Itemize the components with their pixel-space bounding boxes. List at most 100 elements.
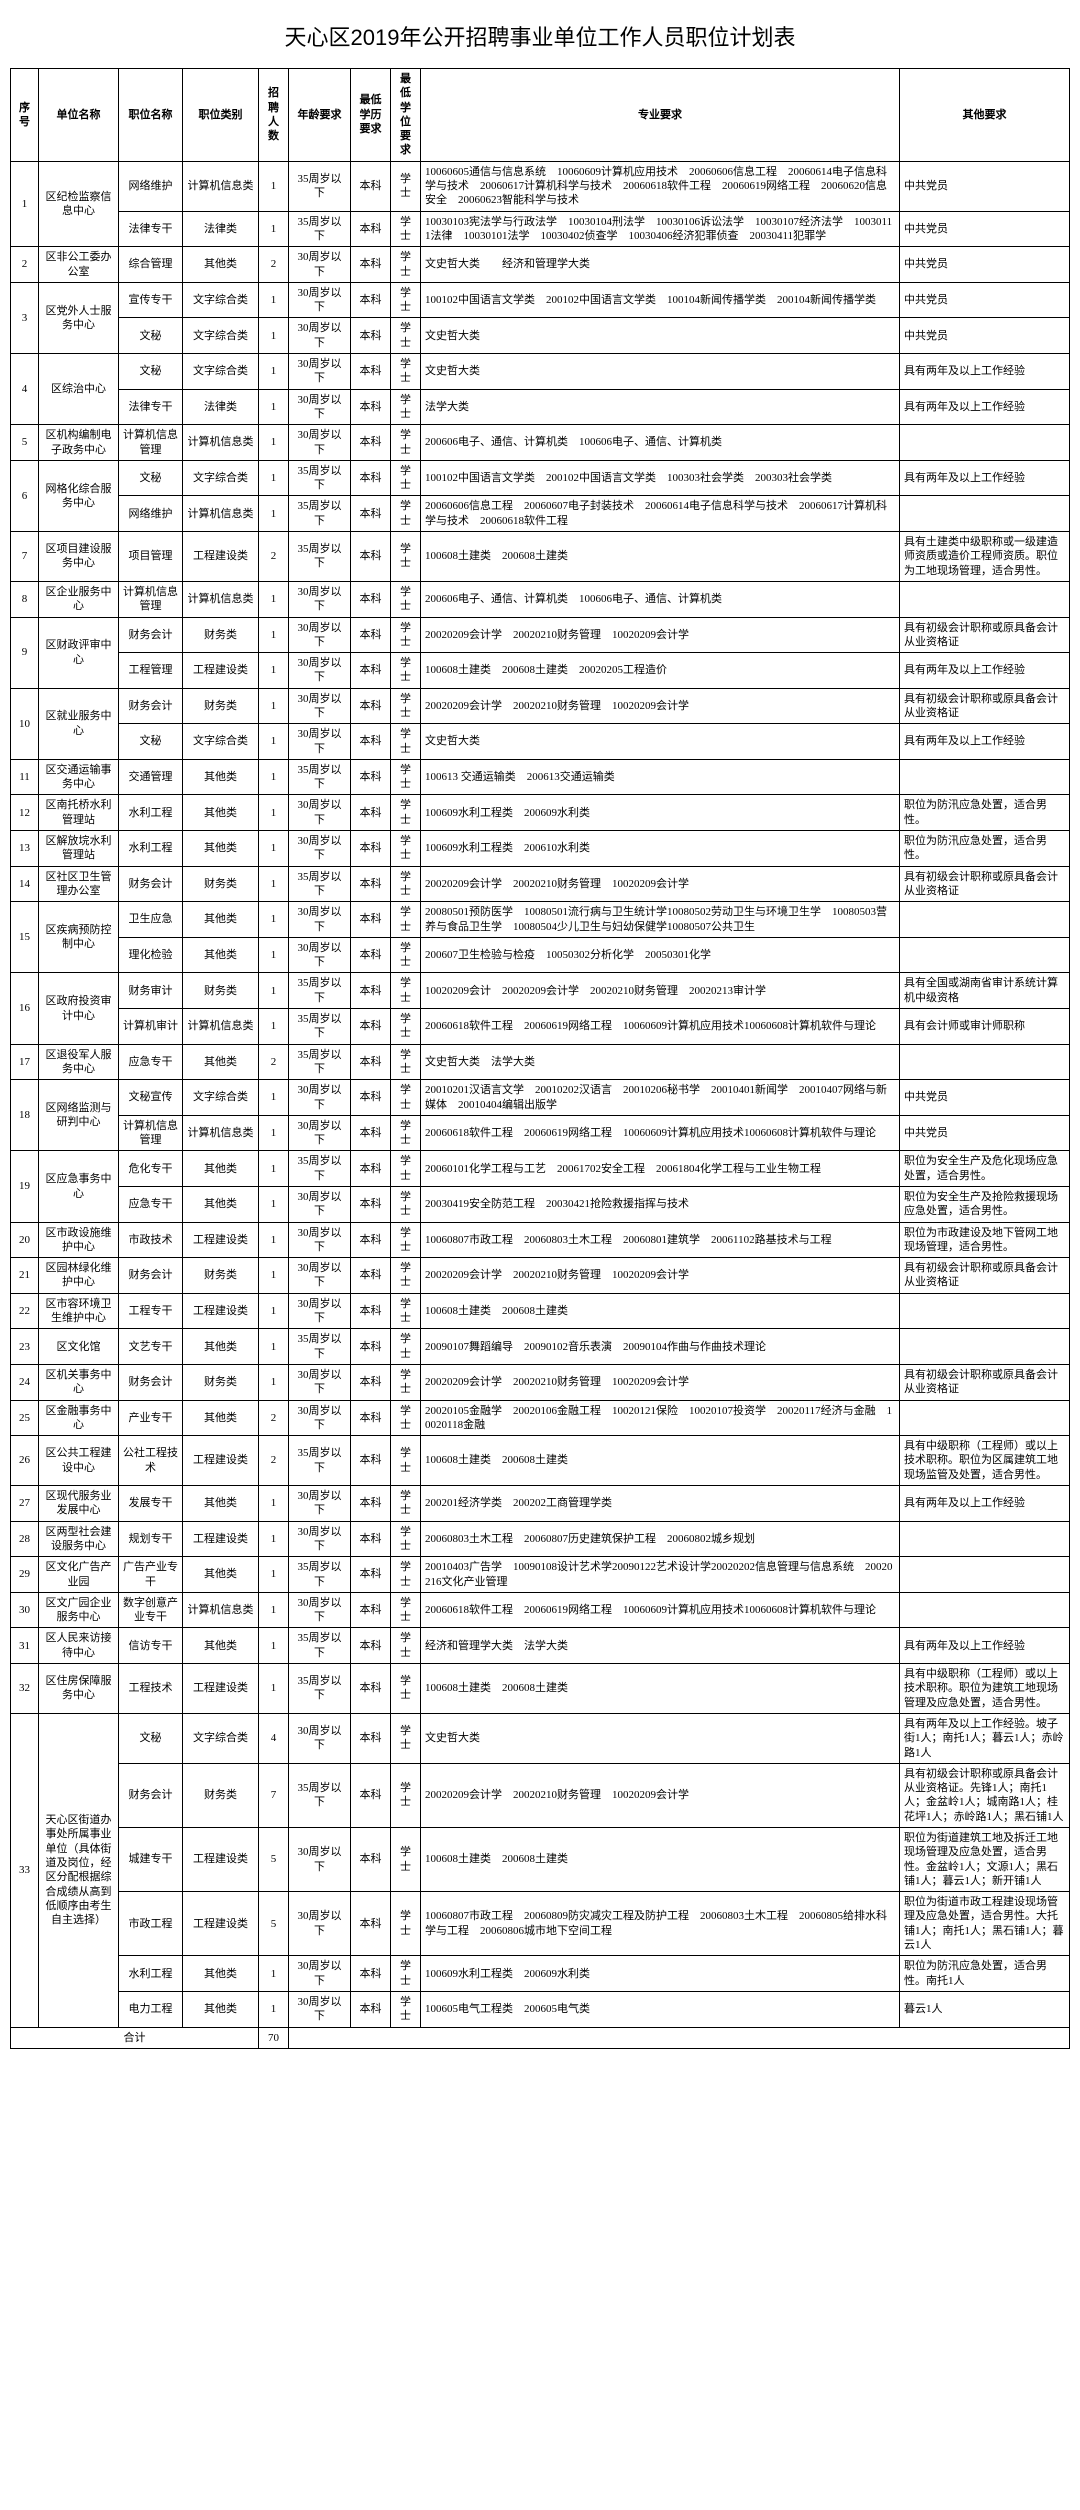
cell-age: 35周岁以下 <box>289 1628 351 1664</box>
cell-deg: 学士 <box>391 1080 421 1116</box>
cell-seq: 23 <box>11 1329 39 1365</box>
cell-major: 20020209会计学 20020210财务管理 10020209会计学 <box>421 617 900 653</box>
cell-num: 2 <box>259 1044 289 1080</box>
cell-age: 35周岁以下 <box>289 1436 351 1486</box>
cell-edu: 本科 <box>351 1293 391 1329</box>
cell-major: 经济和管理学大类 法学大类 <box>421 1628 900 1664</box>
cell-edu: 本科 <box>351 1187 391 1223</box>
cell-num: 4 <box>259 1713 289 1763</box>
cell-deg: 学士 <box>391 211 421 247</box>
cell-major: 20020105金融学 20020106金融工程 10020121保险 1002… <box>421 1400 900 1436</box>
cell-other: 具有初级会计职称或原具备会计从业资格证 <box>900 866 1070 902</box>
cell-cat: 文字综合类 <box>183 318 259 354</box>
cell-cat: 工程建设类 <box>183 1521 259 1557</box>
cell-age: 30周岁以下 <box>289 1956 351 1992</box>
table-row: 26区公共工程建设中心公社工程技术工程建设类235周岁以下本科学士100608土… <box>11 1436 1070 1486</box>
cell-num: 1 <box>259 1258 289 1294</box>
cell-edu: 本科 <box>351 902 391 938</box>
cell-cat: 其他类 <box>183 1044 259 1080</box>
cell-deg: 学士 <box>391 795 421 831</box>
cell-other: 职位为安全生产及抢险救援现场应急处置，适合男性。 <box>900 1187 1070 1223</box>
cell-num: 2 <box>259 247 289 283</box>
cell-pos: 文秘 <box>119 1713 183 1763</box>
cell-edu: 本科 <box>351 532 391 582</box>
cell-pos: 财务会计 <box>119 1763 183 1827</box>
cell-cat: 财务类 <box>183 617 259 653</box>
table-row: 30区文广园企业服务中心数字创意产业专干计算机信息类130周岁以下本科学士200… <box>11 1592 1070 1628</box>
cell-other: 职位为街道建筑工地及拆迁工地现场管理及应急处置，适合男性。金盆岭1人；文源1人；… <box>900 1827 1070 1891</box>
cell-other: 具有两年及以上工作经验 <box>900 653 1070 689</box>
cell-edu: 本科 <box>351 724 391 760</box>
cell-unit: 区网络监测与研判中心 <box>39 1080 119 1151</box>
cell-cat: 计算机信息类 <box>183 1009 259 1045</box>
cell-num: 1 <box>259 460 289 496</box>
cell-seq: 7 <box>11 532 39 582</box>
cell-other: 中共党员 <box>900 282 1070 318</box>
cell-num: 1 <box>259 617 289 653</box>
cell-major: 20060101化学工程与工艺 20061702安全工程 20061804化学工… <box>421 1151 900 1187</box>
cell-deg: 学士 <box>391 1592 421 1628</box>
cell-pos: 项目管理 <box>119 532 183 582</box>
cell-seq: 6 <box>11 460 39 531</box>
cell-age: 35周岁以下 <box>289 496 351 532</box>
cell-age: 30周岁以下 <box>289 724 351 760</box>
cell-cat: 财务类 <box>183 1364 259 1400</box>
cell-other: 职位为市政建设及地下管网工地现场管理，适合男性。 <box>900 1222 1070 1258</box>
cell-major: 100609水利工程类 200609水利类 <box>421 795 900 831</box>
cell-deg: 学士 <box>391 496 421 532</box>
cell-unit: 区综治中心 <box>39 354 119 425</box>
cell-deg: 学士 <box>391 1486 421 1522</box>
cell-age: 35周岁以下 <box>289 1557 351 1593</box>
cell-other: 具有两年及以上工作经验 <box>900 1628 1070 1664</box>
cell-age: 30周岁以下 <box>289 1187 351 1223</box>
cell-cat: 其他类 <box>183 1329 259 1365</box>
cell-pos: 财务会计 <box>119 1258 183 1294</box>
cell-major: 20060618软件工程 20060619网络工程 10060609计算机应用技… <box>421 1592 900 1628</box>
cell-major: 10060807市政工程 20060803土木工程 20060801建筑学 20… <box>421 1222 900 1258</box>
cell-cat: 财务类 <box>183 866 259 902</box>
cell-edu: 本科 <box>351 1151 391 1187</box>
cell-age: 30周岁以下 <box>289 617 351 653</box>
cell-num: 1 <box>259 1115 289 1151</box>
cell-edu: 本科 <box>351 1364 391 1400</box>
cell-cat: 计算机信息类 <box>183 1115 259 1151</box>
table-row: 16区政府投资审计中心财务审计财务类135周岁以下本科学士10020209会计 … <box>11 973 1070 1009</box>
table-row: 电力工程其他类130周岁以下本科学士100605电气工程类 200605电气类暮… <box>11 1991 1070 2027</box>
cell-num: 1 <box>259 1329 289 1365</box>
cell-age: 35周岁以下 <box>289 532 351 582</box>
table-row: 25区金融事务中心产业专干其他类230周岁以下本科学士20020105金融学 2… <box>11 1400 1070 1436</box>
cell-major: 100608土建类 200608土建类 <box>421 1664 900 1714</box>
cell-other: 中共党员 <box>900 247 1070 283</box>
cell-pos: 财务会计 <box>119 617 183 653</box>
cell-unit: 区公共工程建设中心 <box>39 1436 119 1486</box>
col-seq: 序号 <box>11 69 39 162</box>
cell-edu: 本科 <box>351 1592 391 1628</box>
cell-cat: 其他类 <box>183 1486 259 1522</box>
cell-major: 100605电气工程类 200605电气类 <box>421 1991 900 2027</box>
cell-cat: 工程建设类 <box>183 1293 259 1329</box>
cell-major: 100609水利工程类 200609水利类 <box>421 1956 900 1992</box>
cell-pos: 计算机审计 <box>119 1009 183 1045</box>
cell-cat: 其他类 <box>183 1628 259 1664</box>
cell-cat: 文字综合类 <box>183 1080 259 1116</box>
cell-num: 1 <box>259 1009 289 1045</box>
cell-major: 20020209会计学 20020210财务管理 10020209会计学 <box>421 688 900 724</box>
cell-edu: 本科 <box>351 161 391 211</box>
total-num: 70 <box>259 2027 289 2048</box>
cell-deg: 学士 <box>391 653 421 689</box>
cell-pos: 水利工程 <box>119 831 183 867</box>
cell-pos: 工程管理 <box>119 653 183 689</box>
table-row: 9区财政评审中心财务会计财务类130周岁以下本科学士20020209会计学 20… <box>11 617 1070 653</box>
cell-num: 1 <box>259 1187 289 1223</box>
cell-pos: 卫生应急 <box>119 902 183 938</box>
cell-other: 中共党员 <box>900 1080 1070 1116</box>
cell-other: 具有两年及以上工作经验 <box>900 354 1070 390</box>
cell-edu: 本科 <box>351 1521 391 1557</box>
cell-edu: 本科 <box>351 1713 391 1763</box>
cell-major: 20060618软件工程 20060619网络工程 10060609计算机应用技… <box>421 1009 900 1045</box>
cell-unit: 区文广园企业服务中心 <box>39 1592 119 1628</box>
cell-deg: 学士 <box>391 1991 421 2027</box>
cell-num: 1 <box>259 1293 289 1329</box>
cell-seq: 18 <box>11 1080 39 1151</box>
cell-pos: 危化专干 <box>119 1151 183 1187</box>
